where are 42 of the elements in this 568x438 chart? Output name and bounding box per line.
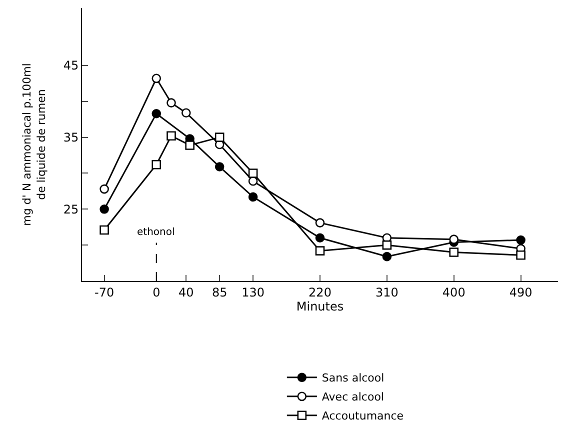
point [166,131,176,141]
point [449,248,459,257]
point [185,140,194,150]
point [100,225,109,235]
x-tick-label: 130 [242,285,265,300]
point [382,240,392,250]
point [152,160,162,170]
x-tick-label: 40 [178,285,194,300]
point [100,184,109,194]
point [315,246,325,256]
ref-line-label: ethonol [137,227,175,238]
y-tick-label: 25 [63,202,79,216]
x-tick-label: 220 [308,285,332,300]
point [214,162,224,172]
legend-label: Accoutumance [322,410,404,423]
point [152,74,162,84]
legend-label: Avec alcool [322,390,384,404]
point [181,108,191,118]
x-axis-title: Minutes [296,299,344,314]
x-tick-label: 85 [212,285,228,300]
point [100,204,109,214]
point [382,252,392,262]
x-tick-label: 400 [442,285,466,300]
y-axis-title: mg d' N ammoniacal p.100ml de liquide de rumen [20,63,48,226]
x-tick-label: 310 [375,285,398,300]
point [248,176,258,186]
x-tick-label: 490 [509,285,532,300]
point [315,233,325,243]
x-tick-label: 0 [152,285,160,300]
point [516,250,526,260]
point [516,235,526,245]
point [248,192,258,202]
point [166,98,176,108]
point [449,234,459,244]
point [214,132,224,142]
point [315,218,325,228]
legend-label: Sans alcool [322,372,384,385]
point [248,168,258,178]
y-tick-label: 35 [63,130,79,145]
y-tick-label: 45 [63,58,79,73]
x-tick-label: -70 [94,285,114,300]
point [152,108,162,118]
